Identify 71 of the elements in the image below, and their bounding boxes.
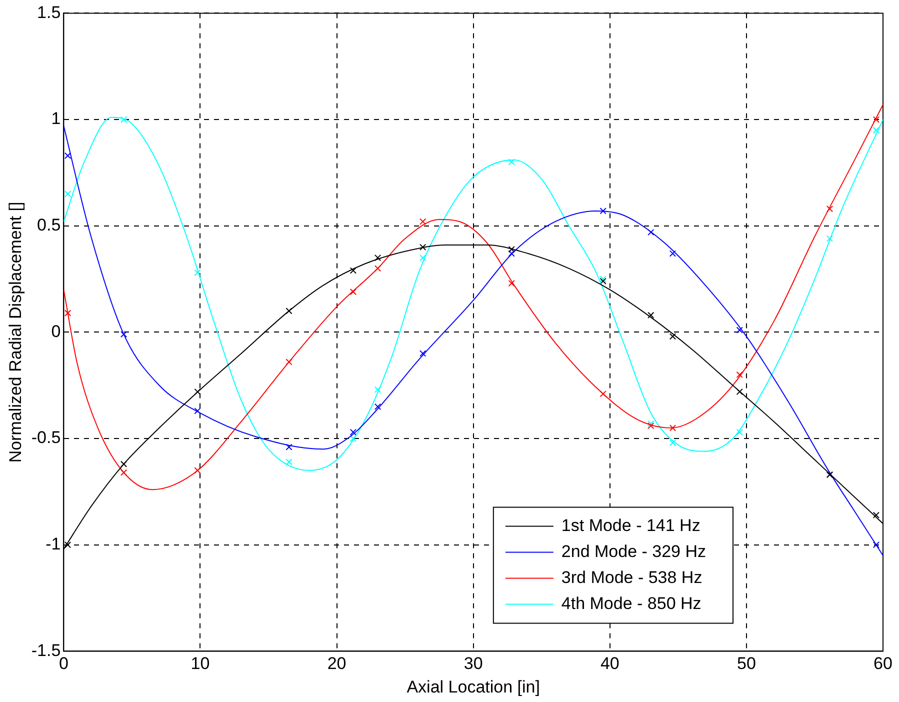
point xyxy=(286,308,292,314)
point xyxy=(826,235,834,242)
point xyxy=(669,333,676,340)
point xyxy=(419,244,426,250)
point xyxy=(194,467,201,474)
point xyxy=(872,512,880,518)
point xyxy=(374,403,382,410)
point xyxy=(872,116,880,123)
point xyxy=(736,326,743,334)
point xyxy=(374,254,382,262)
y-tick-label: 1.5 xyxy=(37,2,61,22)
y-tick-label: -0.5 xyxy=(31,428,61,448)
point xyxy=(600,208,606,214)
point xyxy=(648,312,654,319)
point xyxy=(419,254,426,262)
point xyxy=(736,428,743,436)
point xyxy=(64,190,72,198)
point xyxy=(872,126,880,134)
y-tick-label: 1 xyxy=(51,109,61,128)
point xyxy=(508,250,515,257)
point xyxy=(374,386,382,393)
line-series xyxy=(64,125,883,556)
point xyxy=(669,439,676,446)
point xyxy=(194,388,201,396)
point xyxy=(286,358,292,366)
legend-label: 4th Mode - 850 Hz xyxy=(561,594,702,613)
point xyxy=(419,218,426,225)
y-tick-label: 0.5 xyxy=(37,216,61,235)
point xyxy=(419,350,426,357)
point xyxy=(669,424,676,432)
point xyxy=(120,469,128,476)
point xyxy=(350,428,357,436)
point xyxy=(736,371,743,378)
point xyxy=(508,158,515,166)
point xyxy=(286,444,292,450)
point xyxy=(648,422,654,430)
x-tick-label: 20 xyxy=(327,654,346,674)
point xyxy=(600,390,606,398)
point xyxy=(508,246,515,253)
legend-label: 1st Mode - 141 Hz xyxy=(561,516,700,535)
x-tick-label: 40 xyxy=(600,654,620,674)
point xyxy=(350,435,357,442)
point xyxy=(120,116,128,123)
point xyxy=(669,250,676,257)
point xyxy=(194,408,201,414)
y-axis-title: Normalized Radial Displacement [] xyxy=(6,202,25,463)
point xyxy=(736,388,743,396)
legend-label: 2nd Mode - 329 Hz xyxy=(561,542,706,561)
point xyxy=(826,206,834,212)
point xyxy=(64,310,72,316)
x-tick-label: 30 xyxy=(464,654,483,674)
point xyxy=(508,280,515,287)
point xyxy=(194,269,201,276)
x-tick-label: 60 xyxy=(874,654,892,674)
point xyxy=(872,542,880,548)
point xyxy=(350,267,357,274)
x-tick-label: 10 xyxy=(190,654,210,674)
y-tick-label: 0 xyxy=(51,322,61,341)
point xyxy=(648,420,654,427)
y-tick-label: -1 xyxy=(46,534,61,554)
point xyxy=(350,288,357,296)
point xyxy=(64,152,72,160)
legend-label: 3rd Mode - 538 Hz xyxy=(561,568,702,587)
point xyxy=(120,331,128,338)
point xyxy=(286,458,292,466)
x-tick-label: 50 xyxy=(736,654,756,674)
point xyxy=(374,265,382,272)
point xyxy=(648,228,654,236)
point xyxy=(120,460,128,468)
x-axis-title: Axial Location [in] xyxy=(406,677,540,696)
y-tick-label: -1.5 xyxy=(31,640,61,660)
